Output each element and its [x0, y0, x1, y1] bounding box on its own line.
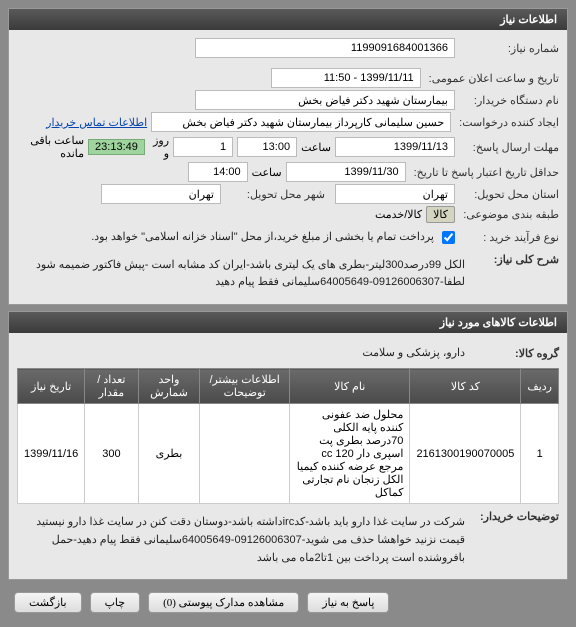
cell-unit: بطری	[138, 404, 200, 504]
public-time-field: 1399/11/11 - 11:50	[271, 68, 421, 88]
countdown-badge: 23:13:49	[88, 139, 145, 155]
cell-date: 1399/11/16	[18, 404, 85, 504]
cell-idx: 1	[521, 404, 559, 504]
process-label: نوع فرآیند خرید :	[459, 231, 559, 244]
cell-more	[200, 404, 290, 504]
time-label-1: ساعت	[301, 141, 331, 154]
desc-text: الکل 99درصد300لیتر-بطری های یک لیتری باش…	[17, 253, 465, 296]
cell-code: 2161300190070005	[410, 404, 521, 504]
need-info-panel: اطلاعات نیاز شماره نیاز: 119909168400136…	[8, 8, 568, 305]
reply-deadline-time: 13:00	[237, 137, 297, 157]
min-valid-time: 14:00	[188, 162, 248, 182]
items-panel: اطلاعات کالاهای مورد نیاز گروه کالا: دار…	[8, 311, 568, 580]
service-type-badge: کالا	[426, 206, 455, 223]
attachments-button[interactable]: مشاهده مدارک پیوستی (0)	[148, 592, 299, 613]
items-table: ردیف کد کالا نام کالا اطلاعات بیشتر/ توض…	[17, 368, 559, 504]
time-label-2: ساعت	[252, 166, 282, 179]
col-name: نام کالا	[289, 369, 409, 404]
day-count: 1	[173, 137, 233, 157]
budget-value: کالا/خدمت	[375, 208, 422, 221]
buyer-notes-label: توضیحات خریدار:	[469, 510, 559, 523]
contact-link[interactable]: اطلاعات تماس خریدار	[46, 116, 147, 129]
col-date: تاریخ نیاز	[18, 369, 85, 404]
group-value: دارو، پزشکی و سلامت	[362, 341, 465, 367]
buyer-notes-text: شرکت در سایت غذا دارو باید باشد-کدircداش…	[17, 510, 465, 571]
need-number-label: شماره نیاز:	[459, 42, 559, 55]
col-idx: ردیف	[521, 369, 559, 404]
delivery-city-label: شهر محل تحویل:	[225, 188, 325, 201]
footer-buttons: پاسخ به نیاز مشاهده مدارک پیوستی (0) چاپ…	[8, 586, 568, 619]
budget-label: طبقه بندی موضوعی:	[459, 208, 559, 221]
col-code: کد کالا	[410, 369, 521, 404]
remaining-label: ساعت باقی مانده	[17, 134, 84, 160]
cell-name: محلول ضد عفونی کننده پایه الکلی 70درصد ب…	[289, 404, 409, 504]
creator-label: ایجاد کننده درخواست:	[455, 116, 559, 129]
process-checkbox[interactable]	[442, 231, 455, 244]
delivery-state-field: تهران	[335, 184, 455, 204]
desc-label: شرح کلی نیاز:	[469, 253, 559, 266]
col-more: اطلاعات بیشتر/ توضیحات	[200, 369, 290, 404]
reply-deadline-date: 1399/11/13	[335, 137, 455, 157]
group-label: گروه کالا:	[469, 347, 559, 360]
need-info-header: اطلاعات نیاز	[9, 9, 567, 30]
delivery-state-label: استان محل تحویل:	[459, 188, 559, 201]
table-header-row: ردیف کد کالا نام کالا اطلاعات بیشتر/ توض…	[18, 369, 559, 404]
items-header: اطلاعات کالاهای مورد نیاز	[9, 312, 567, 333]
process-note: پرداخت تمام یا بخشی از مبلغ خرید،از محل …	[91, 225, 434, 251]
day-label: روز و	[149, 134, 169, 160]
delivery-city-field: تهران	[101, 184, 221, 204]
print-button[interactable]: چاپ	[90, 592, 141, 613]
table-row: 1 2161300190070005 محلول ضد عفونی کننده …	[18, 404, 559, 504]
reply-button[interactable]: پاسخ به نیاز	[307, 592, 389, 613]
buyer-org-label: نام دستگاه خریدار:	[459, 94, 559, 107]
reply-deadline-label: مهلت ارسال پاسخ:	[459, 141, 559, 154]
need-number-field: 1199091684001366	[195, 38, 455, 58]
public-time-label: تاریخ و ساعت اعلان عمومی:	[425, 72, 559, 85]
buyer-org-field: بیمارستان شهید دکتر فیاض بخش	[195, 90, 455, 110]
creator-field: حسین سلیمانی کارپرداز بیمارستان شهید دکت…	[151, 112, 451, 132]
min-valid-date: 1399/11/30	[286, 162, 406, 182]
back-button[interactable]: بازگشت	[14, 592, 82, 613]
min-valid-label: حداقل تاریخ اعتبار پاسخ تا تاریخ:	[410, 166, 559, 179]
cell-qty: 300	[85, 404, 138, 504]
col-unit: واحد شمارش	[138, 369, 200, 404]
col-qty: تعداد / مقدار	[85, 369, 138, 404]
